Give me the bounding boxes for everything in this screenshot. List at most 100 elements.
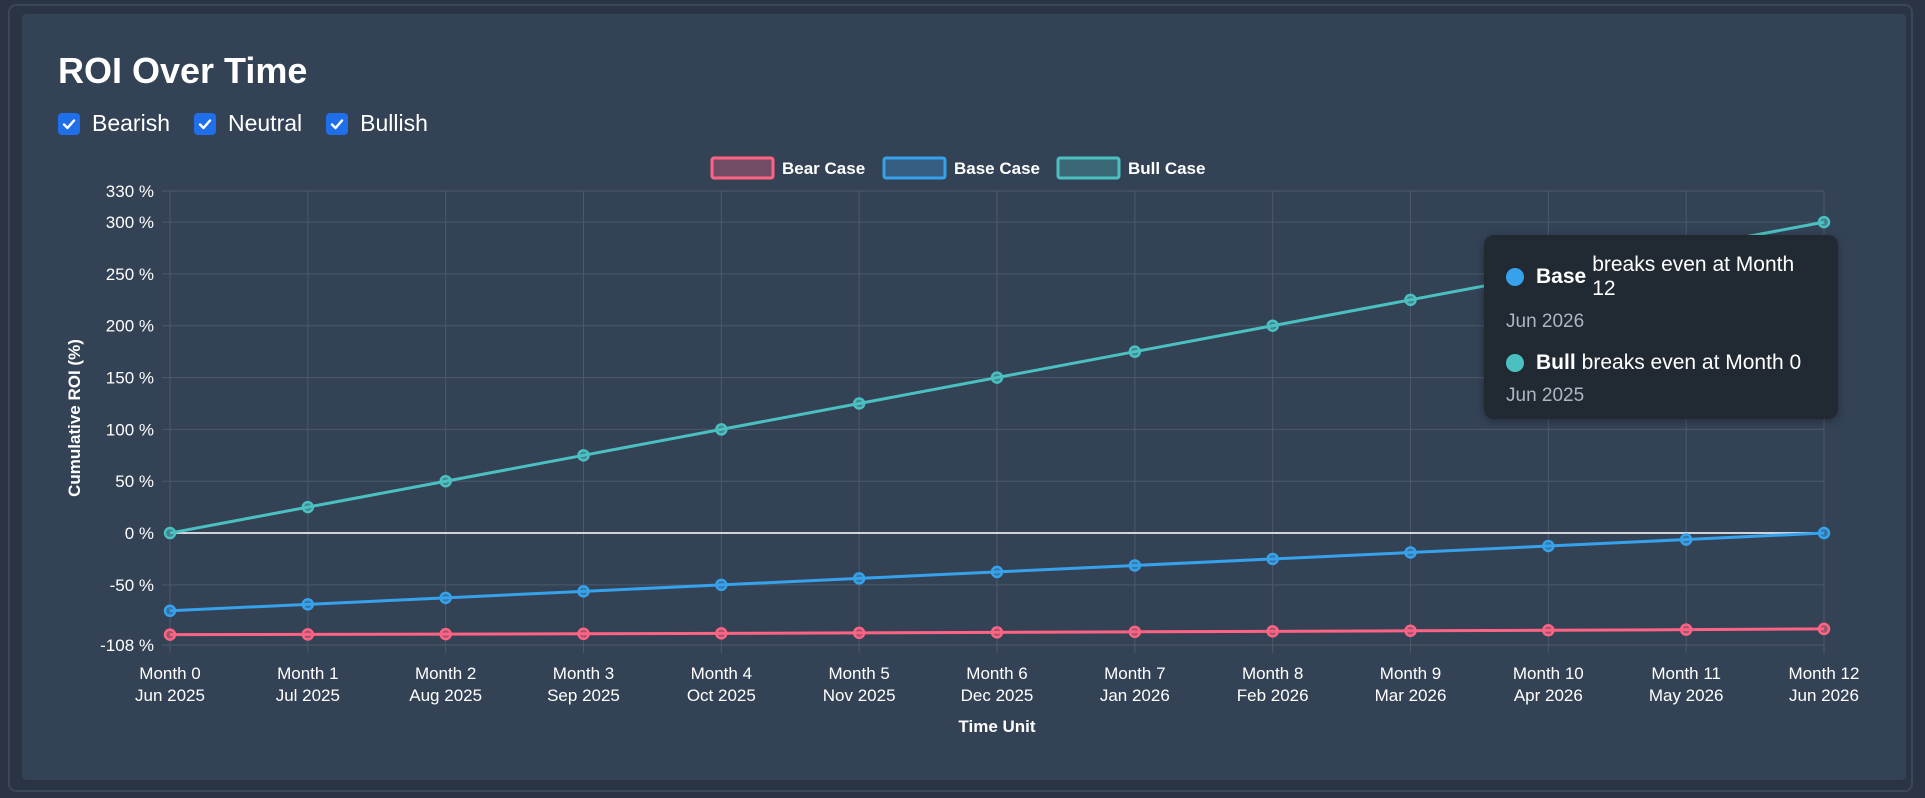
- bull-color-dot: [1506, 354, 1524, 372]
- data-point: [990, 371, 1004, 384]
- chart-tooltip: Base breaks even at Month 12 Jun 2026 Bu…: [1484, 235, 1838, 419]
- data-point: [1128, 559, 1142, 572]
- data-point: [1542, 624, 1555, 637]
- base-color-dot: [1506, 268, 1524, 286]
- x-tick-date: Feb 2026: [1237, 686, 1309, 705]
- x-tick-date: Jan 2026: [1100, 686, 1170, 705]
- tooltip-item-bull: Bull breaks even at Month 0: [1506, 351, 1816, 375]
- tooltip-series-text: breaks even at Month 0: [1581, 351, 1802, 374]
- data-point: [1404, 293, 1417, 307]
- neutral-label: Neutral: [227, 110, 303, 136]
- tooltip-series-name: Bull: [1536, 351, 1576, 374]
- data-point: [715, 578, 728, 592]
- data-point: [1817, 526, 1831, 540]
- data-point: [577, 449, 590, 462]
- y-tick-label: 50 %: [115, 472, 154, 491]
- x-tick-date: Nov 2025: [823, 686, 896, 705]
- data-point: [163, 526, 177, 540]
- legend-label: Bull Case: [1128, 159, 1205, 178]
- data-point: [301, 500, 315, 514]
- y-tick-label: 300 %: [106, 213, 154, 232]
- x-tick-label: Month 9: [1380, 664, 1441, 683]
- x-tick-label: Month 0: [139, 664, 200, 683]
- checkmark-icon: [198, 118, 212, 129]
- data-point: [852, 626, 866, 640]
- bullish-label: Bullish: [360, 110, 428, 136]
- filter-bullish[interactable]: Bullish: [326, 110, 428, 137]
- x-tick-label: Month 5: [828, 664, 889, 683]
- data-point: [852, 572, 866, 585]
- data-point: [1128, 625, 1142, 639]
- filter-bearish[interactable]: Bearish: [58, 110, 170, 137]
- y-tick-label: -108 %: [100, 636, 154, 655]
- data-point: [439, 474, 452, 488]
- data-point: [1817, 622, 1831, 636]
- x-tick-date: Dec 2025: [961, 686, 1034, 705]
- x-tick-label: Month 7: [1104, 664, 1165, 683]
- bearish-checkbox[interactable]: [58, 112, 80, 135]
- tooltip-series-text: breaks even at Month 12: [1592, 253, 1795, 300]
- data-point: [1266, 319, 1279, 332]
- data-point: [163, 628, 177, 641]
- y-tick-label: 330 %: [106, 182, 154, 201]
- data-point: [1404, 546, 1417, 559]
- data-point: [1679, 533, 1693, 546]
- x-tick-date: Jun 2026: [1789, 686, 1859, 705]
- x-tick-date: Sep 2025: [547, 686, 620, 705]
- legend-swatch: [1056, 156, 1121, 180]
- x-tick-label: Month 3: [553, 664, 614, 683]
- x-tick-label: Month 11: [1651, 664, 1721, 683]
- data-point: [577, 585, 590, 598]
- data-point: [301, 628, 315, 641]
- tooltip-item-base: Base breaks even at Month 12: [1506, 253, 1816, 301]
- data-point: [1542, 539, 1555, 553]
- bearish-label: Bearish: [92, 110, 170, 136]
- x-tick-label: Month 1: [277, 664, 338, 683]
- x-tick-date: Oct 2025: [687, 686, 756, 705]
- data-point: [301, 598, 315, 611]
- x-tick-label: Month 12: [1789, 664, 1860, 683]
- data-point: [990, 565, 1004, 579]
- page-title: ROI Over Time: [58, 50, 308, 91]
- x-tick-date: Jul 2025: [276, 686, 340, 705]
- tooltip-date: Jun 2025: [1506, 385, 1585, 406]
- y-axis-title: Cumulative ROI (%): [65, 339, 84, 497]
- filter-neutral[interactable]: Neutral: [193, 110, 303, 137]
- y-tick-label: 100 %: [106, 420, 154, 439]
- bullish-checkbox[interactable]: [326, 112, 349, 135]
- checkmark-icon: [62, 118, 76, 129]
- data-point: [439, 627, 452, 641]
- scenario-filters: Bearish Neutral Bullish: [58, 110, 452, 137]
- data-point: [163, 604, 177, 618]
- data-point: [1128, 345, 1142, 358]
- x-tick-label: Month 8: [1242, 664, 1303, 683]
- x-tick-label: Month 10: [1513, 664, 1584, 683]
- x-tick-label: Month 2: [415, 664, 476, 683]
- data-point: [1817, 215, 1831, 229]
- x-tick-label: Month 4: [691, 664, 752, 683]
- x-tick-date: Apr 2026: [1514, 686, 1583, 705]
- tooltip-date: Jun 2026: [1506, 311, 1585, 332]
- x-tick-date: Mar 2026: [1375, 686, 1447, 705]
- data-point: [715, 423, 728, 436]
- x-tick-date: May 2026: [1649, 686, 1724, 705]
- tooltip-series-name: Base: [1536, 265, 1587, 288]
- data-point: [1679, 623, 1693, 636]
- legend-swatch: [710, 156, 775, 180]
- checkmark-icon: [330, 118, 344, 129]
- data-point: [1266, 552, 1279, 566]
- x-tick-date: Jun 2025: [135, 686, 205, 705]
- data-point: [715, 627, 728, 640]
- x-tick-date: Aug 2025: [409, 686, 482, 705]
- y-tick-label: 200 %: [106, 317, 154, 336]
- data-point: [577, 627, 590, 641]
- legend-label: Base Case: [954, 159, 1040, 178]
- legend-swatch: [882, 156, 947, 180]
- data-point: [990, 626, 1004, 639]
- y-tick-label: -50 %: [110, 576, 154, 595]
- x-axis-title: Time Unit: [958, 717, 1035, 736]
- legend-label: Bear Case: [782, 159, 865, 178]
- data-point: [439, 591, 452, 605]
- neutral-checkbox[interactable]: [193, 112, 216, 135]
- data-point: [1266, 625, 1279, 638]
